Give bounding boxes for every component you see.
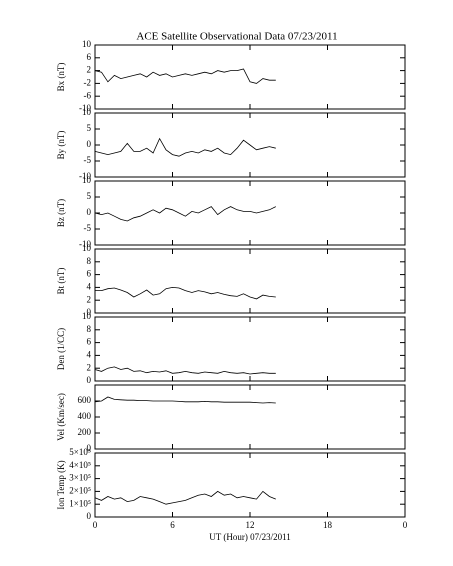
y-tick-label: 6 xyxy=(87,269,92,279)
y-tick-label: 4 xyxy=(87,349,92,359)
y-tick-label: 8 xyxy=(87,324,92,334)
y-axis-label: Bx (nT) xyxy=(56,63,66,92)
y-axis-label: By (nT) xyxy=(56,131,66,160)
y-tick-label: 10 xyxy=(82,175,92,185)
y-tick-label: 3×10⁵ xyxy=(69,473,91,483)
y-tick-label: 5 xyxy=(87,191,92,201)
x-axis-label: UT (Hour) 07/23/2011 xyxy=(209,532,291,542)
y-axis-label: Ion Temp (K) xyxy=(56,460,66,509)
y-tick-label: 2 xyxy=(87,294,92,304)
x-tick-label: 12 xyxy=(246,520,255,530)
y-tick-label: 600 xyxy=(78,395,92,405)
data-line xyxy=(94,68,276,84)
y-tick-label: -6 xyxy=(84,90,92,100)
y-tick-label: 0 xyxy=(87,307,92,317)
y-axis-label: Bz (nT) xyxy=(56,199,66,227)
data-line xyxy=(94,206,276,222)
y-axis-label: Den (1/CC) xyxy=(56,328,66,370)
chart-title: ACE Satellite Observational Data 07/23/2… xyxy=(136,31,337,43)
y-tick-label: -5 xyxy=(84,223,92,233)
data-line xyxy=(94,396,276,404)
x-tick-label: 6 xyxy=(170,520,175,530)
y-tick-label: 8 xyxy=(87,256,92,266)
y-tick-label: 5 xyxy=(87,123,92,133)
x-tick-label: 0 xyxy=(93,520,98,530)
y-tick-label: 10 xyxy=(82,107,92,117)
y-tick-label: -10 xyxy=(79,171,91,181)
data-line xyxy=(94,366,276,375)
y-tick-label: 0 xyxy=(87,207,92,217)
y-tick-label: 0 xyxy=(87,443,92,453)
y-tick-label: 10 xyxy=(82,39,92,49)
y-tick-label: 2 xyxy=(87,65,92,75)
data-line xyxy=(95,286,276,300)
y-tick-label: 2×10⁵ xyxy=(69,485,91,495)
y-axis-label: Bt (nT) xyxy=(56,268,66,295)
y-tick-label: -5 xyxy=(84,155,92,165)
y-axis-label: Vel (Km/sec) xyxy=(56,393,66,441)
y-tick-label: 1×10⁵ xyxy=(69,498,91,508)
y-tick-label: 6 xyxy=(87,52,92,62)
x-tick-label: 0 xyxy=(403,520,408,530)
y-tick-label: -10 xyxy=(79,239,91,249)
y-tick-label: 5×10⁵ xyxy=(69,447,91,457)
y-tick-label: 2 xyxy=(87,362,92,372)
y-tick-label: 0 xyxy=(87,511,92,521)
y-tick-label: -2 xyxy=(84,77,92,87)
y-tick-label: 10 xyxy=(82,311,92,321)
y-tick-label: 4×10⁵ xyxy=(69,460,91,470)
y-tick-label: -10 xyxy=(79,103,91,113)
y-tick-label: 6 xyxy=(87,337,92,347)
y-tick-label: 0 xyxy=(87,375,92,385)
y-tick-label: 0 xyxy=(87,139,92,149)
x-tick-label: 18 xyxy=(323,520,333,530)
y-tick-label: 200 xyxy=(78,427,92,437)
y-tick-label: 4 xyxy=(87,281,92,291)
data-line xyxy=(94,490,276,505)
y-tick-label: 400 xyxy=(78,411,92,421)
y-tick-label: 10 xyxy=(82,243,92,253)
data-line xyxy=(94,137,276,157)
